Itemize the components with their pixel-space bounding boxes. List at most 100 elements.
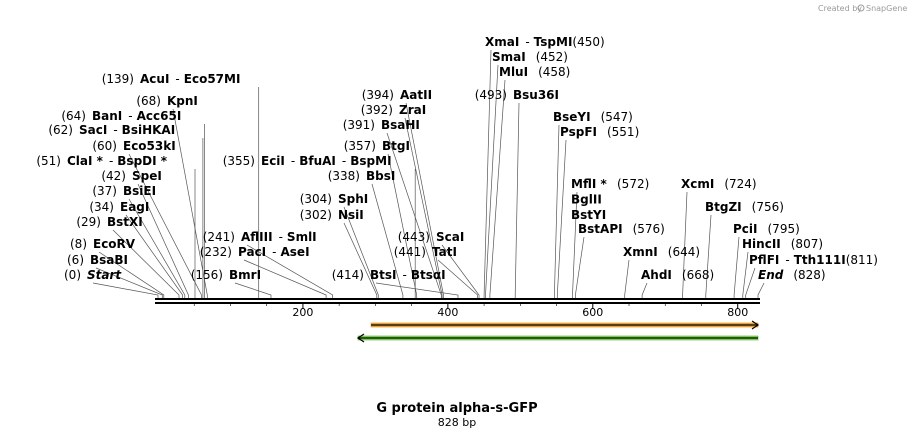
ruler-tick-label: 800 xyxy=(727,306,748,319)
leader-line xyxy=(98,251,165,299)
leader-line xyxy=(733,236,740,299)
enzyme-name: PacI - AseI xyxy=(238,245,310,259)
site-label: (304) SphI xyxy=(300,192,369,206)
site-position: (828) xyxy=(793,268,825,282)
leader-line xyxy=(137,183,189,299)
enzyme-name: HincII xyxy=(742,237,781,251)
site-label: (392) ZraI xyxy=(361,103,426,117)
site-position: (355) xyxy=(223,154,255,168)
enzyme-name: NsiI xyxy=(338,208,364,222)
leader-line xyxy=(572,191,578,299)
leader-line xyxy=(742,251,749,299)
site-label: (450)XmaI - TspMI xyxy=(485,35,605,49)
enzyme-name: AcuI - Eco57MI xyxy=(140,72,240,86)
leader-line xyxy=(95,267,163,299)
ruler-tick-label: 600 xyxy=(582,306,603,319)
leader-line xyxy=(371,183,404,299)
leader-line xyxy=(575,236,585,299)
leader-line xyxy=(128,198,186,299)
leader-line xyxy=(112,229,180,299)
site-label: (302) NsiI xyxy=(300,208,364,222)
site-label: (547) BseYI xyxy=(553,110,633,124)
site-leader-lines xyxy=(92,49,765,299)
leader-line xyxy=(554,124,560,299)
enzyme-name: Eco53kI xyxy=(123,139,176,153)
site-label: (241) AflIII - SmlI xyxy=(203,230,317,244)
enzyme-name: BsaHI xyxy=(381,118,420,132)
site-label: (756) BtgZI xyxy=(705,200,784,214)
enzyme-name: SpeI xyxy=(132,169,162,183)
leader-line xyxy=(485,64,499,299)
site-label: (644) XmnI xyxy=(623,245,700,259)
site-position: (414) xyxy=(332,268,364,282)
site-position: (493) xyxy=(475,88,507,102)
leader-line xyxy=(641,282,648,299)
site-position: (450) xyxy=(572,35,604,49)
site-position: (724) xyxy=(724,177,756,191)
enzyme-name: XmnI xyxy=(623,245,658,259)
site-label: (232) PacI - AseI xyxy=(200,245,310,259)
snapgene-logo-icon xyxy=(857,4,865,12)
leader-line xyxy=(404,117,443,299)
site-position: (29) xyxy=(76,215,101,229)
leader-line xyxy=(92,282,159,299)
site-label: (0) Start xyxy=(64,268,122,282)
site-position: (156) xyxy=(191,268,223,282)
site-label: (338) BbsI xyxy=(328,169,396,183)
enzyme-name: SmaI xyxy=(492,50,526,64)
site-position: (458) xyxy=(538,65,570,79)
enzyme-name: AhdI xyxy=(641,268,672,282)
site-label: (724) XcmI xyxy=(681,177,757,191)
enzyme-name: PspFI xyxy=(560,125,597,139)
enzyme-name: Bsu36I xyxy=(513,88,559,102)
leader-line xyxy=(343,206,379,299)
site-label: (62) SacI - BsiHKAI xyxy=(48,123,175,137)
leader-line xyxy=(757,282,765,299)
site-position: (8) xyxy=(70,237,87,251)
site-position: (394) xyxy=(362,88,394,102)
site-label: (811)PflFI - Tth111I xyxy=(749,253,878,267)
site-position: (795) xyxy=(768,222,800,236)
leader-line xyxy=(386,132,442,299)
enzyme-name: AatII xyxy=(400,88,432,102)
sequence-length: 828 bp xyxy=(438,416,476,429)
leader-line xyxy=(489,79,506,299)
enzyme-name: MluI xyxy=(499,65,528,79)
enzyme-name: ScaI xyxy=(436,230,464,244)
site-position: (241) xyxy=(203,230,235,244)
site-position: (576) xyxy=(633,222,665,236)
enzyme-name: XcmI xyxy=(681,177,714,191)
enzyme-name: EagI xyxy=(120,200,149,214)
site-label: (391) BsaHI xyxy=(343,118,420,132)
site-label: (37) BsiEI xyxy=(92,184,156,198)
leader-line xyxy=(483,49,492,299)
site-position: (139) xyxy=(102,72,134,86)
site-label: (51) ClaI * - BspDI * xyxy=(36,154,167,168)
site-position: (547) xyxy=(601,110,633,124)
enzyme-name: TatI xyxy=(432,245,457,259)
enzyme-name: BsaBI xyxy=(90,253,128,267)
enzyme-name: PflFI - Tth111I xyxy=(749,253,846,267)
enzyme-name: XmaI - TspMI xyxy=(485,35,572,49)
leader-line xyxy=(234,282,272,299)
site-label: (156) BmrI xyxy=(191,268,261,282)
enzyme-name: BtsI - BtsαI xyxy=(370,268,446,282)
site-label: (8) EcoRV xyxy=(70,237,136,251)
ruler: 200 400 600 800 xyxy=(193,303,748,319)
ruler-tick-label: 200 xyxy=(292,306,313,319)
site-label: (576) BstAPI xyxy=(578,222,665,236)
site-label: (68) KpnI xyxy=(136,94,198,108)
enzyme-name: PciI xyxy=(733,222,758,236)
leader-line xyxy=(514,102,520,299)
site-label: (60) Eco53kI xyxy=(92,139,175,153)
enzyme-name: AflIII - SmlI xyxy=(241,230,317,244)
enzyme-name: Start xyxy=(87,268,122,282)
leader-line xyxy=(387,153,418,299)
enzyme-name: KpnI xyxy=(167,94,198,108)
enzyme-name: BglII xyxy=(571,193,602,207)
site-position: (34) xyxy=(89,200,114,214)
enzyme-name: BstYI xyxy=(571,208,606,222)
site-label: (668) AhdI xyxy=(641,268,714,282)
site-position: (644) xyxy=(668,245,700,259)
